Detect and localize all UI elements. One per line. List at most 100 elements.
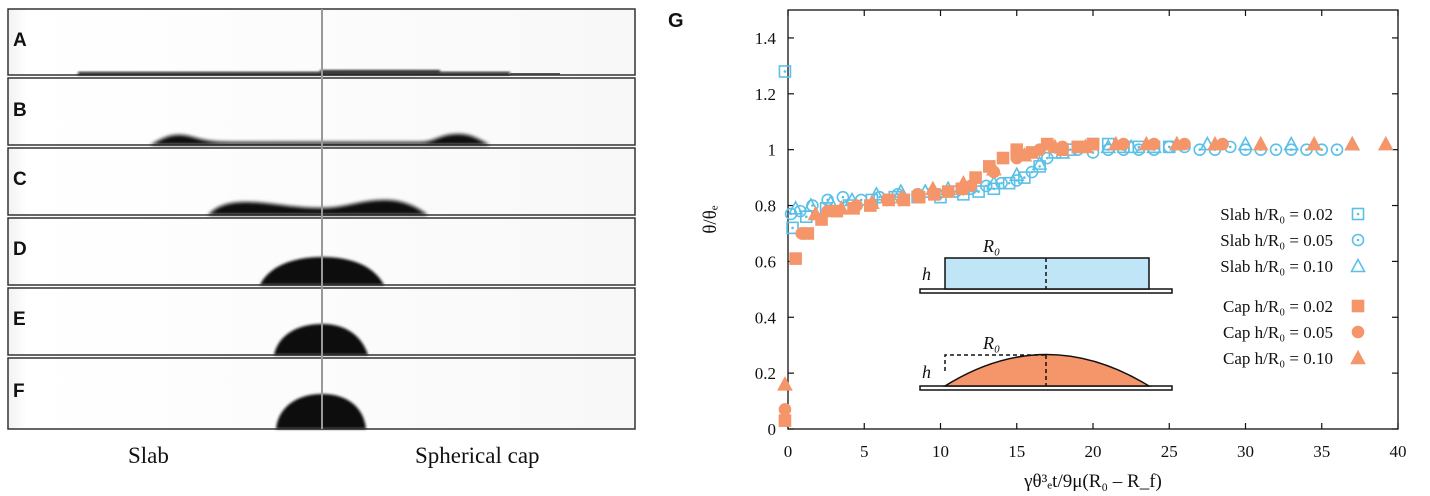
data-point-series-0-dot <box>1023 176 1026 179</box>
data-point-series-0-dot <box>805 215 808 219</box>
panel-label-f: F <box>13 381 25 402</box>
data-point-series-5 <box>1252 135 1269 151</box>
data-point-series-1 <box>1330 143 1344 156</box>
data-point-series-5 <box>925 180 941 196</box>
panel-label-b: B <box>13 100 27 121</box>
legend-label: Cap h/R₀ = 0.02 <box>1223 297 1333 316</box>
data-point-series-5 <box>1077 138 1094 154</box>
data-point-series-5 <box>1138 135 1155 151</box>
data-point-series-5 <box>894 188 911 204</box>
data-point-series-5 <box>955 175 972 190</box>
data-point-series-0-dot <box>1068 148 1072 151</box>
legend-marker <box>1350 349 1366 365</box>
x-tick-label: 20 <box>1085 442 1102 461</box>
panel-label-a: A <box>13 30 27 51</box>
data-point-series-5 <box>833 200 850 215</box>
x-tick-label: 25 <box>1161 442 1178 461</box>
data-point-series-5 <box>1016 147 1033 162</box>
data-point-series-4 <box>850 199 863 212</box>
legend-marker <box>1350 257 1366 273</box>
data-point-series-5 <box>1207 135 1223 151</box>
data-point-series-3 <box>778 414 792 427</box>
data-point-series-4 <box>1033 143 1046 156</box>
data-point-series-5 <box>1344 135 1361 151</box>
image-strips <box>7 8 636 430</box>
data-point-series-5 <box>807 205 824 221</box>
y-tick-label: 0 <box>768 420 777 439</box>
data-point-series-1-dot <box>1030 170 1034 174</box>
x-tick-label: 40 <box>1390 442 1407 461</box>
data-point-series-1-dot <box>1000 181 1003 185</box>
data-point-series-2 <box>1237 135 1254 151</box>
x-tick-label: 10 <box>932 442 949 461</box>
legend-label: Cap h/R₀ = 0.10 <box>1223 349 1333 368</box>
data-point-series-1 <box>995 176 1008 190</box>
data-point-series-2 <box>1008 166 1025 182</box>
x-axis-label: γθ³ₑt/9μ(R₀ – R_f) <box>1023 471 1162 492</box>
chart-legend: Slab h/R₀ = 0.02 Slab h/R₀ = 0.05 Slab h/R… <box>1220 205 1366 368</box>
data-point-series-0-dot <box>791 226 794 230</box>
data-point-series-1 <box>979 179 993 193</box>
legend-marker <box>1351 299 1365 313</box>
panel-label-c: C <box>13 169 27 190</box>
y-tick-label: 1.4 <box>755 29 777 48</box>
caption-slab: Slab <box>128 443 169 468</box>
data-point-series-5 <box>1169 135 1185 151</box>
data-point-series-1-dot <box>1274 148 1278 151</box>
data-point-series-5 <box>986 161 1002 176</box>
data-point-series-1-dot <box>1335 148 1339 151</box>
data-point-series-0 <box>1002 176 1016 190</box>
data-point-series-5 <box>1047 138 1063 154</box>
data-point-series-5 <box>864 194 880 210</box>
data-point-series-3 <box>789 252 802 265</box>
data-point-series-1-dot <box>1167 145 1171 149</box>
x-tick-label: 30 <box>1237 442 1254 461</box>
y-tick-label: 0.4 <box>755 308 777 327</box>
scatter-chart: 0 5 10 15 20 25 30 35 40 0 0.2 0.4 0.6 0.8 1 1.2 1.4 γθ³ₑ… <box>700 9 1407 492</box>
y-tick-label: 0.6 <box>755 252 776 271</box>
panel-label-g: G <box>668 10 684 32</box>
panel-label-d: D <box>13 239 27 260</box>
y-tick-label: 1 <box>768 141 777 160</box>
inset-label-r0-cap: R₀ <box>982 333 1000 353</box>
y-tick-label: 0.8 <box>755 197 776 216</box>
data-point-series-2 <box>803 197 819 212</box>
data-point-series-4 <box>911 188 924 201</box>
legend-label: Cap h/R₀ = 0.05 <box>1223 323 1333 342</box>
data-point-series-1 <box>1040 151 1054 165</box>
x-tick-label: 0 <box>784 442 793 461</box>
caption-spherical-cap: Spherical cap <box>415 443 540 468</box>
data-point-series-0-dot <box>1007 181 1011 185</box>
data-point-series-1-dot <box>984 184 988 188</box>
legend-label: Slab h/R₀ = 0.10 <box>1220 257 1333 276</box>
data-point-series-1 <box>1269 143 1283 156</box>
data-point-series-2 <box>1199 135 1216 151</box>
cap-inset <box>919 353 1173 391</box>
data-point-series-1 <box>1025 165 1039 179</box>
inset-label-h-slab: h <box>922 264 931 284</box>
chart-axes: 0 5 10 15 20 25 30 35 40 0 0.2 0.4 0.6 0.8 1 1.2 1.4 γθ³ₑ… <box>700 9 1407 492</box>
data-point-series-4 <box>941 185 955 198</box>
data-point-series-3 <box>996 151 1010 165</box>
legend-marker-dot <box>1356 212 1360 216</box>
data-point-series-5 <box>1306 135 1322 151</box>
data-point-series-5 <box>1377 135 1394 151</box>
panel-label-e: E <box>13 309 26 330</box>
data-point-series-2 <box>986 175 1002 190</box>
y-axis-label: θ/θₑ <box>700 205 721 233</box>
y-tick-label: 0.2 <box>755 364 776 383</box>
data-point-series-1-dot <box>878 195 881 199</box>
data-point-series-0-dot <box>783 70 787 73</box>
data-point-series-4 <box>778 403 792 416</box>
data-point-series-1-dot <box>1045 156 1049 160</box>
x-tick-label: 35 <box>1313 442 1330 461</box>
inset-label-r0-slab: R₀ <box>982 236 1000 256</box>
data-point-series-0-dot <box>1137 145 1141 149</box>
data-point-series-2 <box>787 200 804 215</box>
legend-label: Slab h/R₀ = 0.02 <box>1220 205 1333 224</box>
slab-inset <box>919 257 1173 294</box>
x-tick-label: 5 <box>860 442 869 461</box>
inset-label-h-cap: h <box>922 362 931 382</box>
legend-marker-dot <box>1356 238 1360 242</box>
data-point-series-1-dot <box>859 198 863 202</box>
